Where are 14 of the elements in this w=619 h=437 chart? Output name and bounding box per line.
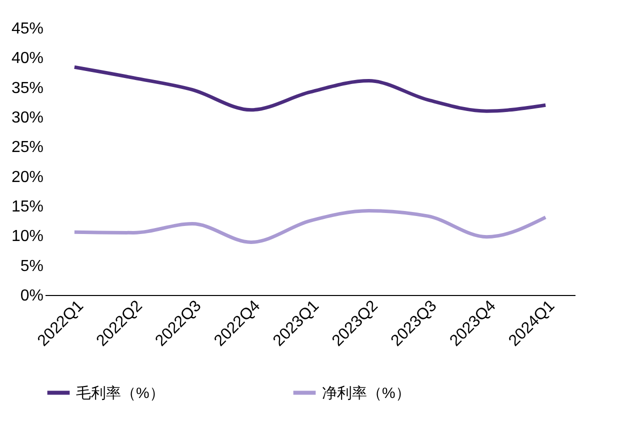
y-tick-label: 0% [20, 288, 44, 304]
legend-label: 毛利率（%） [76, 384, 164, 402]
line-series [72, 65, 548, 113]
y-tick-label: 45% [11, 20, 44, 38]
y-tick-label: 40% [11, 50, 44, 68]
y-tick-label: 20% [11, 168, 44, 186]
y-tick-label: 15% [11, 198, 44, 216]
y-tick-label: 10% [11, 228, 44, 246]
line-series [72, 208, 548, 244]
y-tick-label: 30% [11, 110, 44, 126]
y-tick-label: 5% [20, 258, 44, 275]
y-tick-label: 25% [11, 139, 44, 156]
legend-label: 净利率（%） [322, 384, 410, 402]
y-tick-label: 35% [11, 80, 44, 97]
